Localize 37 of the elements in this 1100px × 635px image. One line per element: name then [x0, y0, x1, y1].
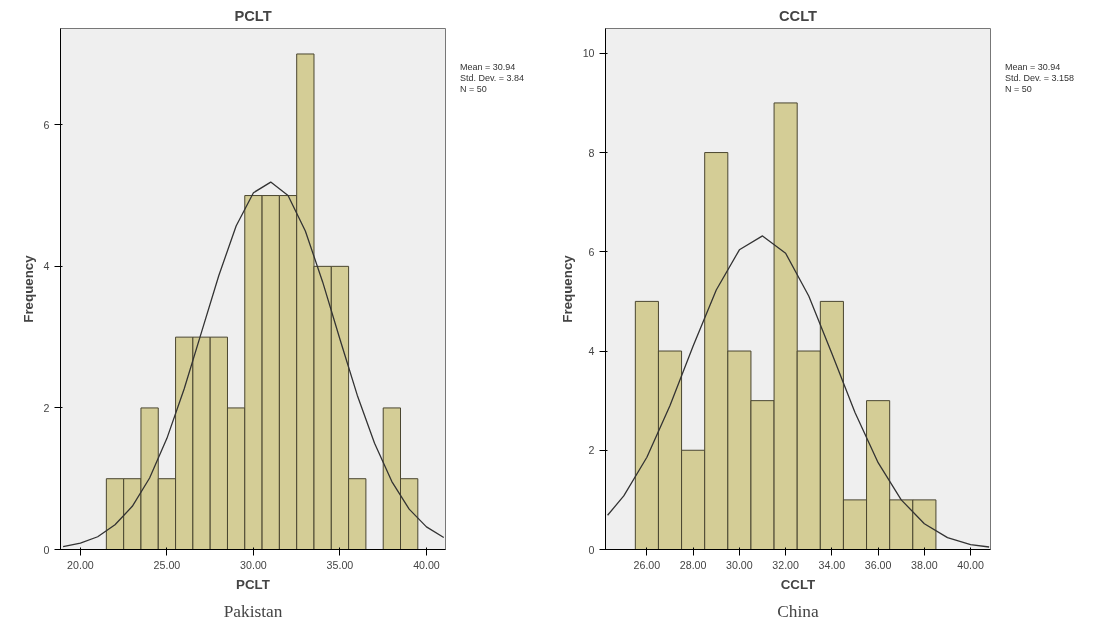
chart-title: CCLT [779, 7, 818, 24]
x-axis-title: CCLT [780, 576, 816, 592]
y-tick-label: 0 [588, 543, 595, 556]
text: N = 50 [460, 84, 487, 94]
x-tick-label: 40.00 [413, 558, 440, 571]
y-tick-label: 0 [43, 543, 50, 556]
x-tick-label: 38.00 [911, 558, 938, 571]
x-tick-label: 26.00 [633, 558, 661, 571]
y-axis-title: Frequency [20, 254, 36, 323]
y-tick-label: 4 [588, 345, 595, 358]
text: Std. Dev. = 3.158 [1005, 73, 1075, 83]
y-tick-label: 2 [43, 401, 50, 414]
text: Std. Dev. = 3.84 [460, 73, 525, 83]
x-tick-label: 32.00 [772, 558, 800, 571]
x-tick-label: 34.00 [818, 558, 846, 571]
x-tick-label: 30.00 [240, 558, 267, 571]
x-tick-label: 30.00 [726, 558, 753, 571]
y-tick-label: 8 [588, 146, 595, 159]
x-tick-label: 40.00 [957, 558, 985, 571]
text: Mean = 30.94 [460, 62, 516, 72]
y-tick-label: 6 [588, 245, 595, 258]
y-tick-label: 4 [43, 260, 50, 273]
text: Pakistan [223, 601, 283, 621]
y-tick-label: 6 [43, 118, 50, 131]
x-tick-label: 25.00 [153, 558, 181, 571]
x-tick-label: 35.00 [326, 558, 354, 571]
text: China [777, 601, 819, 621]
x-tick-label: 28.00 [679, 558, 707, 571]
chart-title: PCLT [234, 7, 272, 24]
y-axis-title: Frequency [559, 254, 575, 323]
x-axis-title: PCLT [236, 576, 270, 592]
y-tick-label: 10 [582, 47, 595, 60]
y-tick-label: 2 [588, 444, 595, 457]
text: Mean = 30.94 [1005, 62, 1061, 72]
text: N = 50 [1005, 84, 1032, 94]
x-tick-label: 36.00 [864, 558, 892, 571]
x-tick-label: 20.00 [67, 558, 94, 571]
